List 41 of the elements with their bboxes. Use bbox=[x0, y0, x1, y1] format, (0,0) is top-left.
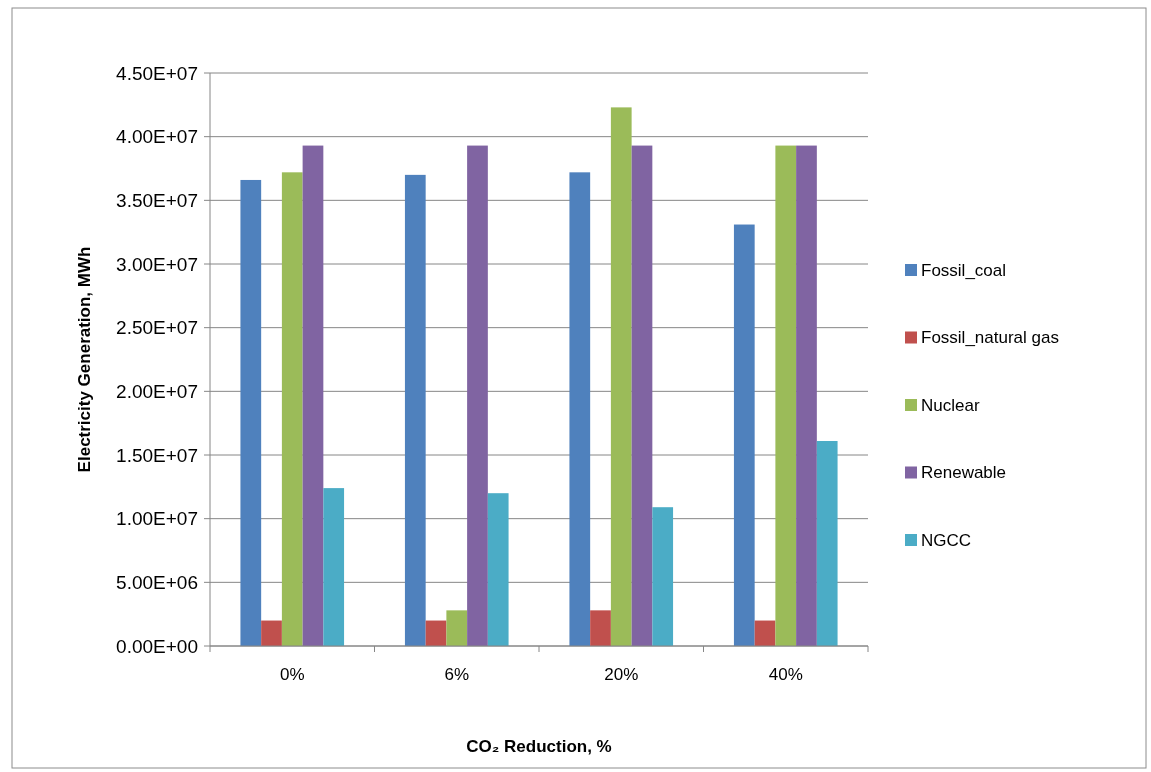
x-tick-label: 0% bbox=[279, 665, 305, 684]
bar bbox=[796, 145, 817, 646]
x-tick-label: 20% bbox=[604, 665, 639, 684]
bar bbox=[302, 145, 324, 646]
bar bbox=[631, 145, 653, 646]
bar bbox=[487, 493, 509, 646]
bar bbox=[610, 107, 632, 646]
y-tick-label: 2.00E+07 bbox=[116, 380, 198, 402]
y-tick-label: 4.50E+07 bbox=[116, 62, 198, 84]
bar bbox=[240, 179, 262, 646]
x-tick-label: 40% bbox=[768, 665, 803, 684]
y-tick-label: 3.00E+07 bbox=[116, 253, 198, 275]
y-axis-title: Electricity Generation, MWh bbox=[75, 246, 94, 473]
legend-label: Fossil_natural gas bbox=[921, 328, 1059, 348]
bar bbox=[261, 620, 282, 646]
bar bbox=[467, 145, 488, 646]
y-tick-label: 3.50E+07 bbox=[116, 189, 198, 211]
y-tick-label: 0.00E+00 bbox=[116, 635, 198, 657]
bar bbox=[733, 224, 755, 646]
y-tick-label: 2.50E+07 bbox=[116, 317, 198, 339]
bar bbox=[446, 610, 468, 646]
bar bbox=[590, 610, 611, 646]
legend-label: NGCC bbox=[921, 530, 972, 550]
bar bbox=[775, 145, 797, 646]
bar bbox=[754, 620, 776, 646]
bar bbox=[816, 440, 838, 646]
x-axis-title: CO₂ Reduction, % bbox=[466, 737, 612, 756]
y-tick-label: 5.00E+06 bbox=[116, 571, 198, 593]
bar bbox=[323, 488, 345, 646]
y-tick-label: 1.50E+07 bbox=[116, 444, 198, 466]
bar bbox=[569, 172, 591, 646]
bar bbox=[281, 172, 303, 646]
bar bbox=[425, 620, 447, 646]
x-tick-label: 6% bbox=[444, 665, 470, 684]
y-tick-label: 4.00E+07 bbox=[116, 126, 198, 148]
y-tick-label: 1.00E+07 bbox=[116, 508, 198, 530]
legend-label: Nuclear bbox=[921, 395, 980, 415]
legend-label: Fossil_coal bbox=[921, 260, 1007, 280]
bar bbox=[404, 174, 426, 646]
legend-label: Renewable bbox=[921, 463, 1007, 483]
bar bbox=[652, 507, 674, 646]
